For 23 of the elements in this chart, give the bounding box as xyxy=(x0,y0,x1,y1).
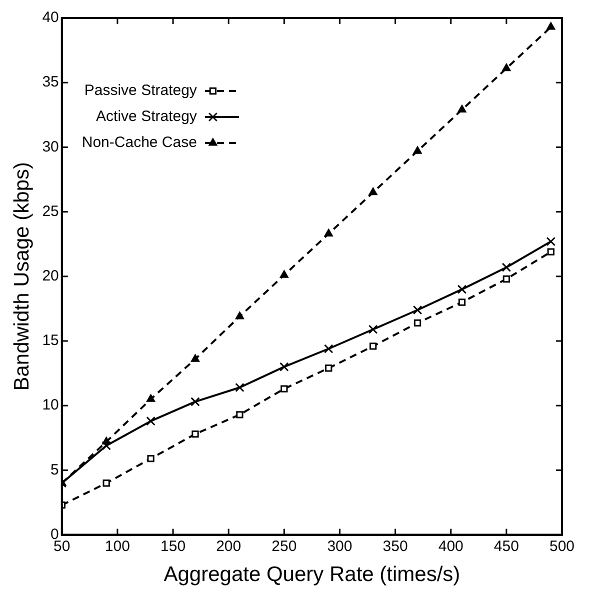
y-axis-title: Bandwidth Usage (kbps) xyxy=(10,162,34,391)
x-tick-label: 400 xyxy=(438,538,464,555)
legend-label: Active Strategy xyxy=(96,108,198,126)
y-tick-label: 40 xyxy=(42,9,59,26)
y-tick-label: 35 xyxy=(42,74,59,91)
y-tick-label: 20 xyxy=(42,268,59,285)
y-tick-label: 15 xyxy=(42,332,59,350)
x-tick-label: 100 xyxy=(104,538,130,555)
y-tick-label: 25 xyxy=(42,202,59,220)
legend-label: Non-Cache Case xyxy=(82,134,197,152)
x-axis-title: Aggregate Query Rate (times/s) xyxy=(164,563,460,586)
x-tick-label: 350 xyxy=(382,538,408,555)
y-tick-label: 10 xyxy=(42,396,59,414)
x-tick-label: 450 xyxy=(494,538,519,555)
x-tick-label: 500 xyxy=(549,538,575,555)
legend-label: Passive Strategy xyxy=(84,82,198,100)
x-tick-label: 300 xyxy=(327,538,352,555)
x-tick-label: 250 xyxy=(272,538,297,555)
x-tick-label: 50 xyxy=(54,538,70,555)
y-tick-label: 5 xyxy=(50,461,59,478)
y-tick-label: 30 xyxy=(42,138,59,156)
x-tick-label: 150 xyxy=(160,538,186,555)
x-tick-label: 200 xyxy=(216,538,242,555)
